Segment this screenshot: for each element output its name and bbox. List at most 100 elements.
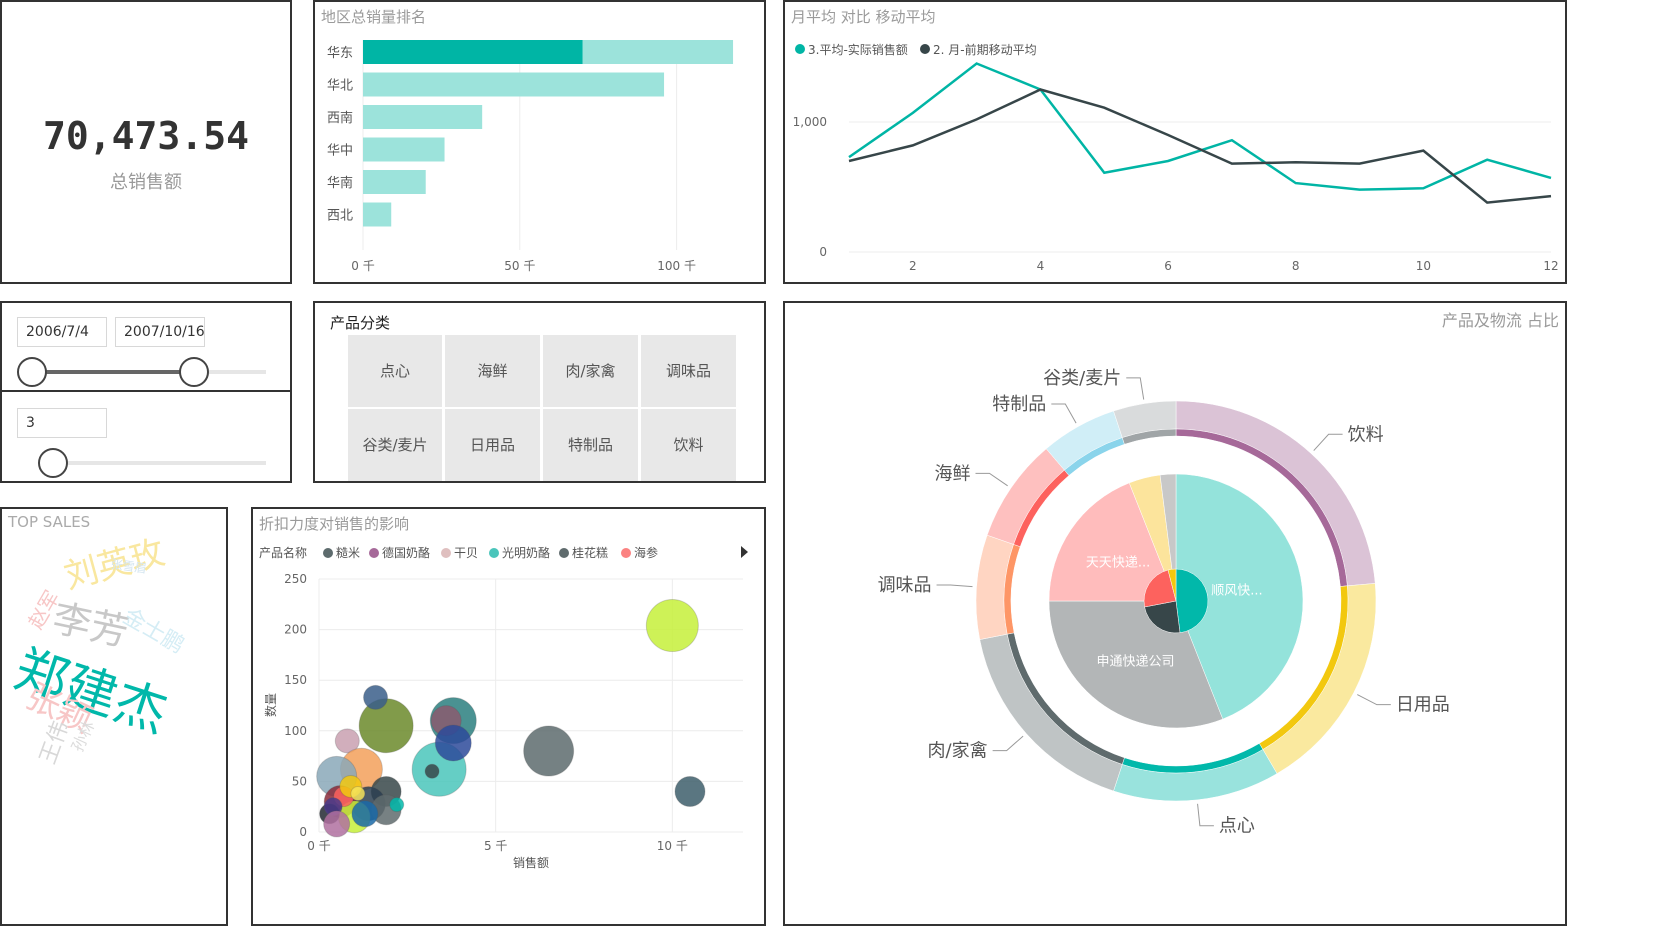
category-tile-special[interactable]: 特制品 xyxy=(543,409,638,481)
y-tick-label: 华北 xyxy=(327,79,353,94)
scatter-point xyxy=(523,725,575,777)
outer-segment-label: 日用品 xyxy=(1396,695,1450,716)
category-tile-beverages[interactable]: 饮料 xyxy=(641,409,736,481)
start-date-input[interactable]: 2006/7/4 xyxy=(17,317,107,347)
bar xyxy=(363,170,426,194)
scatter-point xyxy=(358,698,414,754)
number-slicer[interactable]: 3 xyxy=(0,390,292,483)
inner-slice xyxy=(1048,482,1177,602)
outer-segment-label: 海鲜 xyxy=(934,463,970,484)
scatter-point xyxy=(674,776,706,808)
inner-slice-label: 申通快递公司 xyxy=(1097,655,1175,670)
product-logistics-donut[interactable]: 产品及物流 占比 顺风快... 申通快递公司 天天快递... 饮料 日用品 点心 肉/家禽 调… xyxy=(783,301,1567,926)
leader-line xyxy=(936,584,973,588)
x-tick-label: 12 xyxy=(1543,259,1558,273)
kpi-value: 70,473.54 xyxy=(43,114,249,158)
number-input[interactable]: 3 xyxy=(17,408,107,438)
y-tick-label: 0 xyxy=(299,825,307,839)
word-jinshipeng[interactable]: 金士鹏 xyxy=(118,604,189,659)
line-chart-title: 月平均 对比 移动平均 xyxy=(791,8,936,26)
scatter-plot-area: 产品名称 糙米 德国奶酪 干贝 光明奶酪 桂花糕 海参 0 50 100 150 200 250 0 千 5… xyxy=(259,545,748,870)
scatter-point xyxy=(424,763,440,779)
category-tile-meat[interactable]: 肉/家禽 xyxy=(543,335,638,407)
leader-line xyxy=(1126,377,1145,400)
leader-line xyxy=(1197,803,1214,827)
x-tick-label: 10 千 xyxy=(657,839,688,853)
y-tick-label: 1,000 xyxy=(793,115,827,129)
end-date-input[interactable]: 2007/10/16 xyxy=(115,317,205,347)
legend-marker xyxy=(489,548,499,558)
x-tick-label: 8 xyxy=(1292,259,1300,273)
monthly-line-chart[interactable]: 月平均 对比 移动平均 3.平均-实际销售额 2. 月-前期移动平均 0 1,000 2… xyxy=(783,0,1567,284)
scatter-point xyxy=(351,800,379,828)
date-end-handle[interactable] xyxy=(179,357,209,387)
outer-segment-label: 谷类/麦片 xyxy=(1043,368,1121,389)
outer-segment-label: 饮料 xyxy=(1348,424,1384,445)
category-slicer[interactable]: 产品分类 点心 海鲜 肉/家禽 调味品 谷类/麦片 日用品 特制品 饮料 xyxy=(313,301,766,483)
series-line xyxy=(848,62,1552,191)
region-bar-chart[interactable]: 地区总销量排名 0 千 50 千 100 千 华东 华北 西南 华中 华南 西北 xyxy=(313,0,766,284)
inner-slice-label: 顺风快... xyxy=(1211,583,1262,598)
legend-label: 糙米 xyxy=(336,546,360,560)
outer-segment xyxy=(1113,749,1278,802)
bar xyxy=(363,137,445,162)
scatter-point xyxy=(323,810,351,838)
y-tick-label: 华南 xyxy=(327,175,353,191)
y-axis-title: 数量 xyxy=(263,693,278,717)
bar-highlight xyxy=(363,40,583,64)
leader-line xyxy=(1357,694,1391,706)
core-slice xyxy=(1167,568,1177,602)
y-tick-label: 华中 xyxy=(327,144,353,159)
x-tick-label: 10 xyxy=(1416,259,1431,273)
x-axis-title: 销售额 xyxy=(513,855,549,870)
y-tick-label: 西北 xyxy=(327,209,353,224)
legend-title: 产品名称 xyxy=(259,545,307,560)
x-tick-label: 5 千 xyxy=(484,839,507,853)
scatter-title: 折扣力度对销售的影响 xyxy=(259,515,410,533)
category-tile-grains[interactable]: 谷类/麦片 xyxy=(348,409,442,481)
scatter-point xyxy=(389,797,405,813)
category-tile-daily[interactable]: 日用品 xyxy=(445,409,540,481)
discount-scatter-chart[interactable]: 折扣力度对销售的影响 产品名称 糙米 德国奶酪 干贝 光明奶酪 桂花糕 海参 0 50 100 15… xyxy=(251,507,766,926)
legend-marker xyxy=(559,548,569,558)
outer-segment-stripe xyxy=(1121,428,1177,445)
date-start-handle[interactable] xyxy=(17,357,47,387)
x-tick-label: 6 xyxy=(1164,259,1172,273)
legend-marker xyxy=(323,548,333,558)
x-tick-label: 100 千 xyxy=(657,259,696,273)
legend-label: 德国奶酪 xyxy=(382,545,430,560)
legend-label: 海参 xyxy=(634,545,658,560)
top-sales-wordcloud[interactable]: TOP SALES 郑建杰 李芳 刘英玫 张颖 金士鹏 赵军 王伟 孙林 张雪眉 xyxy=(0,507,228,926)
legend-marker xyxy=(441,548,451,558)
y-tick-label: 西南 xyxy=(327,110,353,126)
scatter-point xyxy=(434,724,472,762)
x-tick-label: 50 千 xyxy=(504,259,535,273)
legend-marker xyxy=(795,44,805,54)
date-range-slicer[interactable]: 2006/7/4 2007/10/16 xyxy=(0,301,292,392)
bar xyxy=(363,105,483,129)
outer-segment-label: 特制品 xyxy=(992,394,1046,415)
legend-label: 光明奶酪 xyxy=(502,545,550,560)
region-chart-title: 地区总销量排名 xyxy=(321,8,427,26)
legend-label: 桂花糕 xyxy=(572,545,608,560)
scatter-point xyxy=(645,599,699,653)
legend-label: 2. 月-前期移动平均 xyxy=(933,42,1037,57)
outer-segment-label: 点心 xyxy=(1219,816,1255,837)
x-tick-label: 0 千 xyxy=(351,259,374,273)
kpi-card[interactable]: 70,473.54 总销售额 xyxy=(0,0,292,284)
outer-segment-label: 肉/家禽 xyxy=(928,741,988,762)
date-slider-range xyxy=(32,370,192,374)
x-tick-label: 0 千 xyxy=(307,839,330,853)
legend-label: 3.平均-实际销售额 xyxy=(808,42,908,57)
number-slider-handle[interactable] xyxy=(38,448,68,478)
number-slider-track[interactable] xyxy=(52,461,266,465)
category-tile-condiments[interactable]: 调味品 xyxy=(641,335,736,407)
scatter-point xyxy=(350,786,366,802)
bar xyxy=(363,72,665,97)
legend-next-icon xyxy=(741,546,748,558)
legend-marker xyxy=(621,548,631,558)
category-tile-dessert[interactable]: 点心 xyxy=(348,335,442,407)
category-tile-seafood[interactable]: 海鲜 xyxy=(445,335,540,407)
y-tick-label: 100 xyxy=(284,724,307,738)
